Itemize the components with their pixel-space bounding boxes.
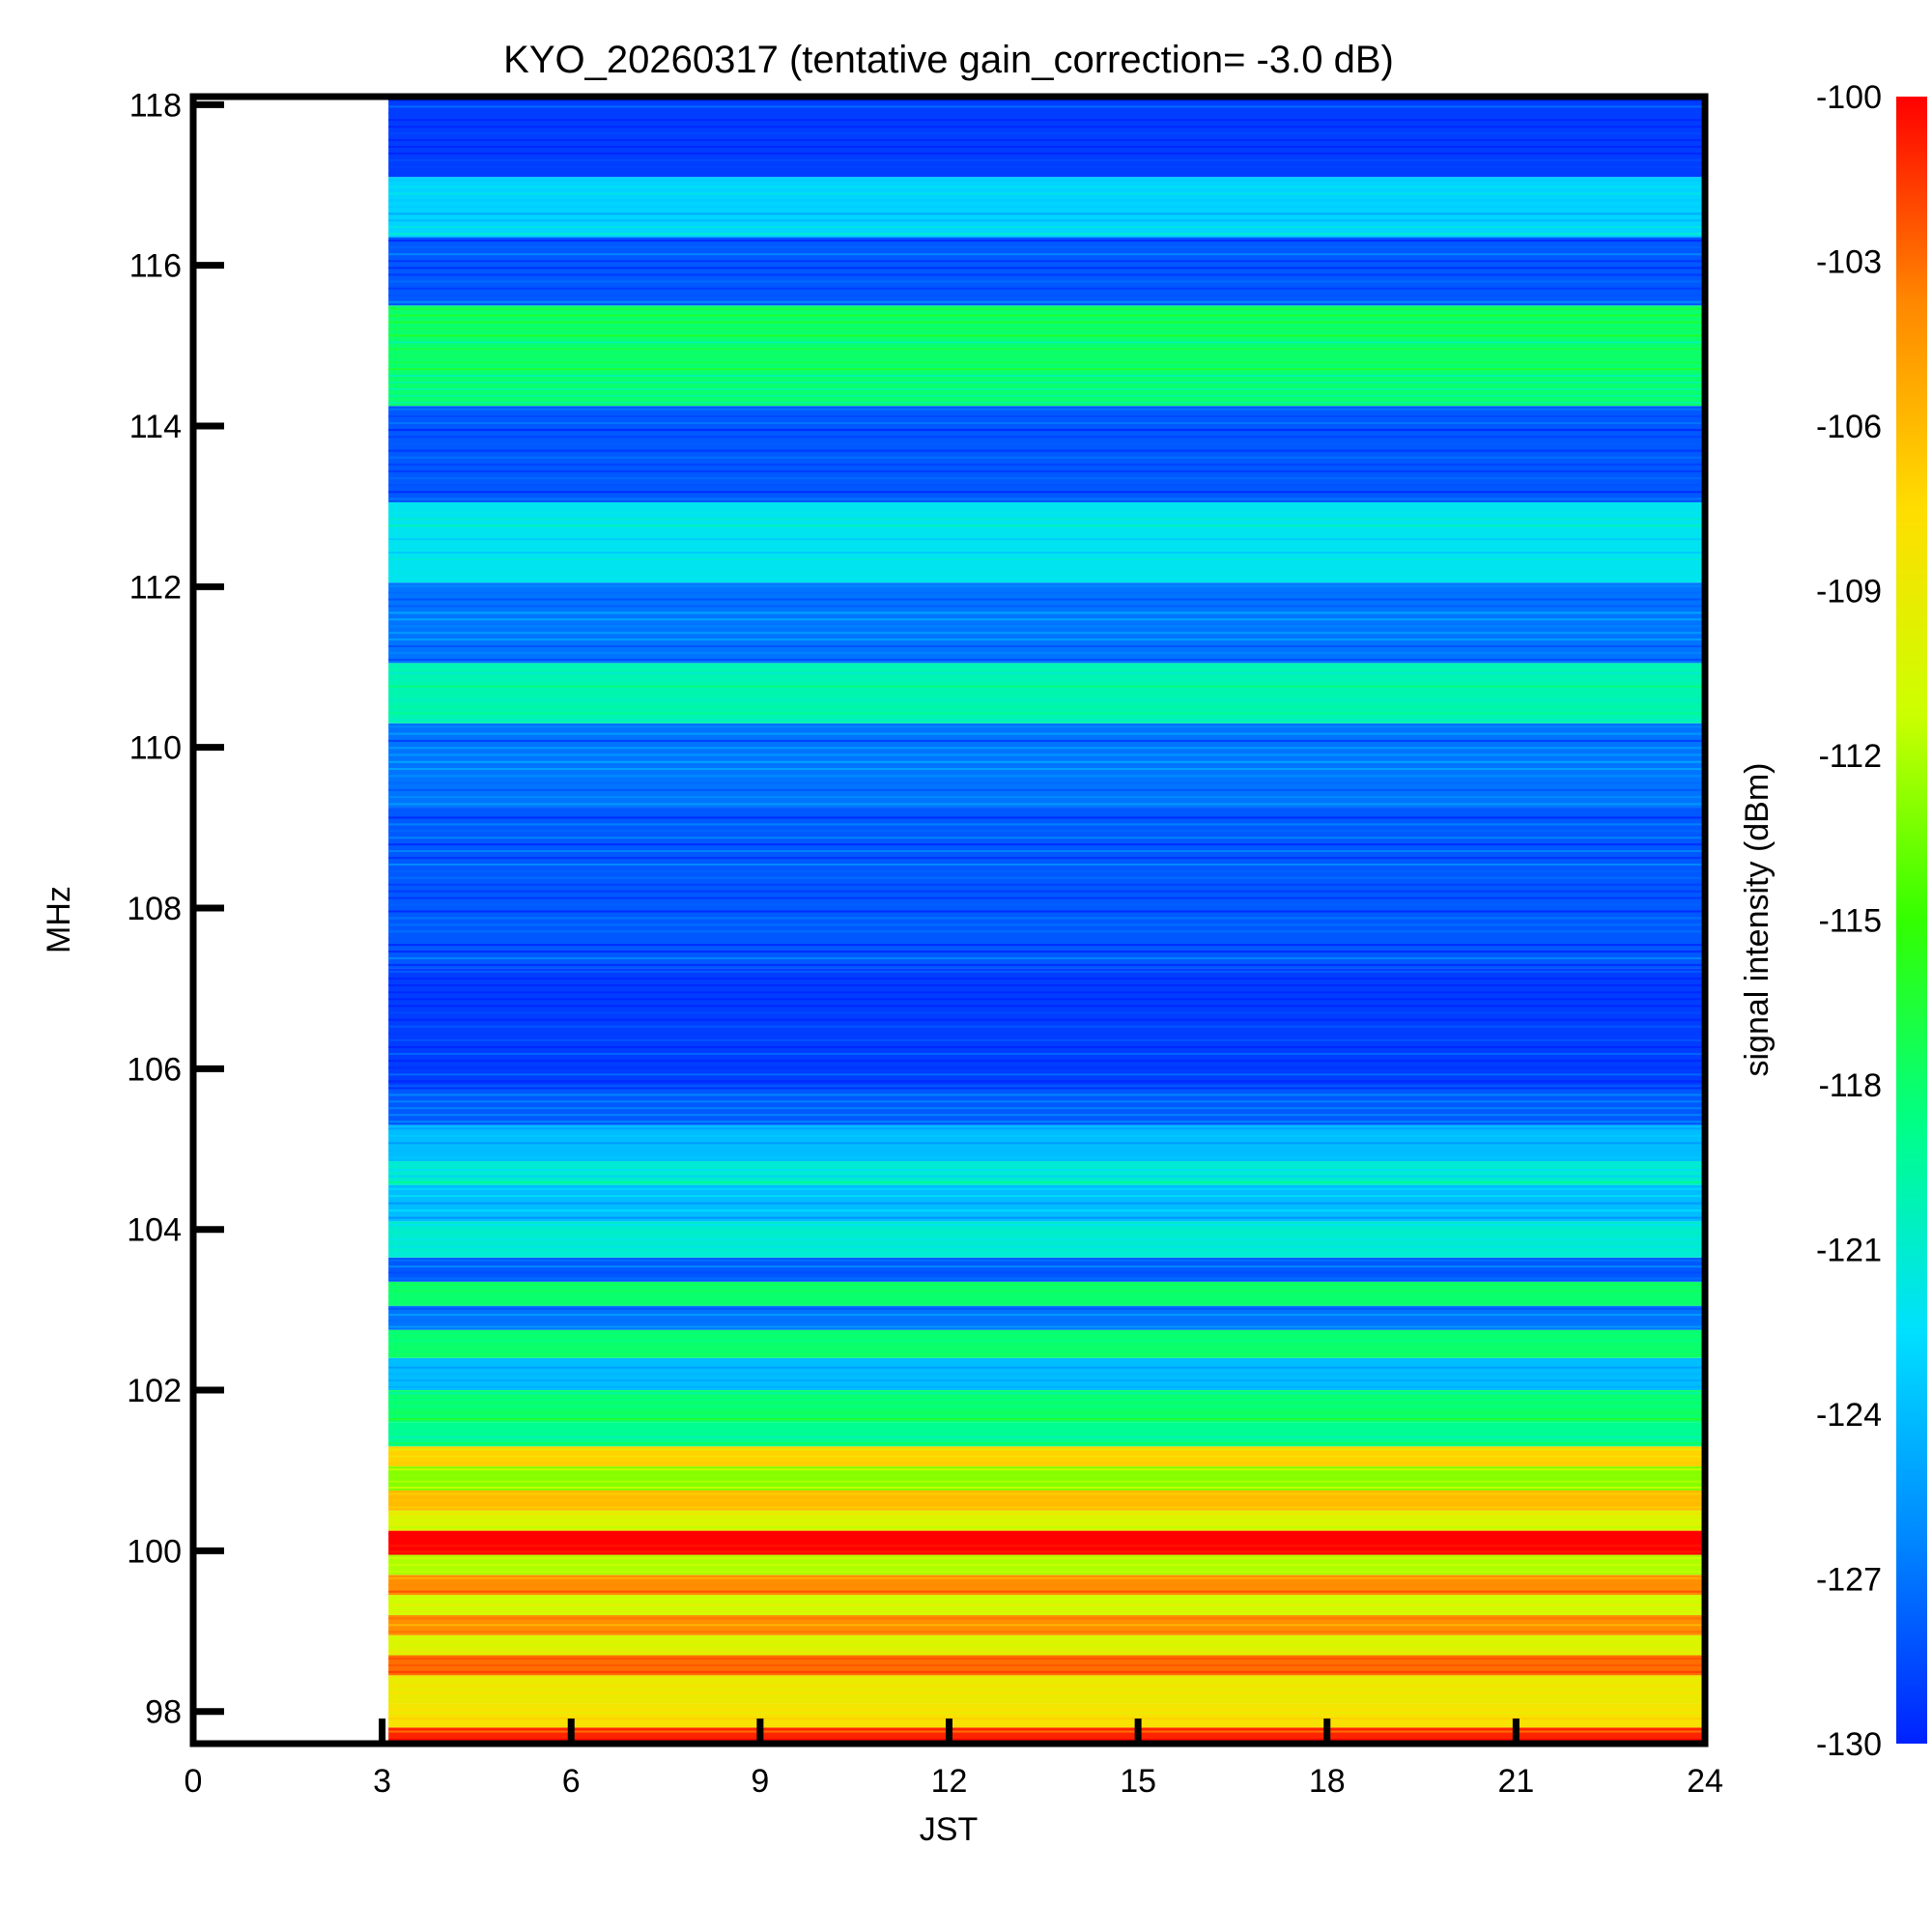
heatmap-band — [388, 1655, 1705, 1676]
heatmap-band — [388, 97, 1705, 178]
x-tick-label: 15 — [1120, 1763, 1156, 1800]
y-axis-label: MHz — [41, 886, 77, 953]
y-tick-label: 98 — [145, 1694, 182, 1731]
colorbar-tick-label: -112 — [1818, 738, 1882, 775]
heatmap-band — [388, 1446, 1705, 1467]
x-tick-label: 6 — [562, 1763, 581, 1800]
heatmap-band — [388, 1329, 1705, 1358]
colorbar-label: signal intensity (dBm) — [1739, 762, 1776, 1076]
heatmap-band — [388, 1491, 1705, 1511]
y-tick-label: 118 — [129, 87, 182, 124]
y-tick-label: 114 — [129, 409, 182, 445]
heatmap-band — [388, 237, 1705, 306]
heatmap-band — [388, 1221, 1705, 1258]
x-axis: 0 3 6 9 12 15 18 21 24 — [185, 1719, 1723, 1800]
heatmap-band — [388, 1703, 1705, 1728]
x-axis-label: JST — [920, 1811, 978, 1848]
y-axis: 98 100 102 104 106 108 110 112 114 116 118 — [127, 87, 224, 1731]
heatmap-band — [388, 1422, 1705, 1447]
heatmap-band — [388, 1727, 1705, 1744]
y-tick-label: 112 — [129, 569, 182, 606]
colorbar-tick-label: -127 — [1816, 1562, 1882, 1599]
heatmap-band — [388, 663, 1705, 724]
heatmap-band — [388, 1634, 1705, 1656]
heatmap-band — [388, 305, 1705, 407]
heatmap-band — [388, 1390, 1705, 1423]
heatmap-band — [388, 1124, 1705, 1162]
heatmap-band — [388, 1510, 1705, 1531]
heatmap-band — [388, 1184, 1705, 1222]
colorbar-ticks: -100 -103 -106 -109 -112 -115 -118 -121 -124 -127… — [1816, 79, 1882, 1763]
heatmap-band — [388, 406, 1705, 503]
y-tick-label: 116 — [129, 248, 182, 285]
heatmap-band — [388, 1257, 1705, 1282]
x-tick-label: 18 — [1309, 1763, 1346, 1800]
heatmap-band — [388, 177, 1705, 238]
heatmap-band — [388, 1595, 1705, 1615]
heatmap-band — [388, 723, 1705, 809]
y-tick-label: 110 — [129, 730, 182, 767]
y-tick-label: 102 — [127, 1373, 182, 1409]
colorbar-tick-label: -130 — [1816, 1726, 1882, 1763]
heatmap-band — [388, 1305, 1705, 1330]
heatmap-band — [388, 968, 1705, 1085]
colorbar-tick-label: -118 — [1818, 1067, 1882, 1104]
colorbar-tick-label: -109 — [1816, 574, 1882, 611]
y-tick-label: 108 — [127, 891, 182, 927]
heatmap-band — [388, 502, 1705, 583]
x-tick-label: 24 — [1687, 1763, 1723, 1800]
chart-title: KYO_20260317 (tentative gain_correction=… — [503, 39, 1394, 81]
heatmap-band — [388, 1554, 1705, 1576]
heatmap-band — [388, 1085, 1705, 1125]
colorbar-tick-label: -115 — [1818, 903, 1882, 940]
heatmap-band — [388, 1530, 1705, 1555]
x-tick-label: 9 — [751, 1763, 769, 1800]
heatmap-band — [388, 582, 1705, 664]
heatmap-area — [388, 97, 1705, 1744]
x-tick-label: 0 — [185, 1763, 203, 1800]
colorbar-tick-label: -103 — [1816, 244, 1882, 281]
heatmap-band — [388, 808, 1705, 969]
y-tick-label: 100 — [127, 1533, 182, 1570]
x-tick-label: 21 — [1497, 1763, 1534, 1800]
heatmap-band — [388, 1614, 1705, 1635]
y-tick-label: 106 — [127, 1051, 182, 1088]
heatmap-band — [388, 1357, 1705, 1391]
heatmap-band — [388, 1466, 1705, 1492]
x-tick-label: 3 — [373, 1763, 391, 1800]
colorbar-tick-label: -100 — [1816, 79, 1882, 116]
heatmap-band — [388, 1575, 1705, 1596]
heatmap-band — [388, 1675, 1705, 1704]
colorbar — [1896, 97, 1927, 1744]
x-tick-label: 12 — [931, 1763, 968, 1800]
colorbar-tick-label: -124 — [1816, 1397, 1882, 1434]
colorbar-tick-label: -106 — [1816, 409, 1882, 445]
y-tick-label: 104 — [127, 1212, 182, 1249]
heatmap-band — [388, 1281, 1705, 1306]
colorbar-tick-label: -121 — [1816, 1233, 1882, 1269]
heatmap-band — [388, 1161, 1705, 1185]
